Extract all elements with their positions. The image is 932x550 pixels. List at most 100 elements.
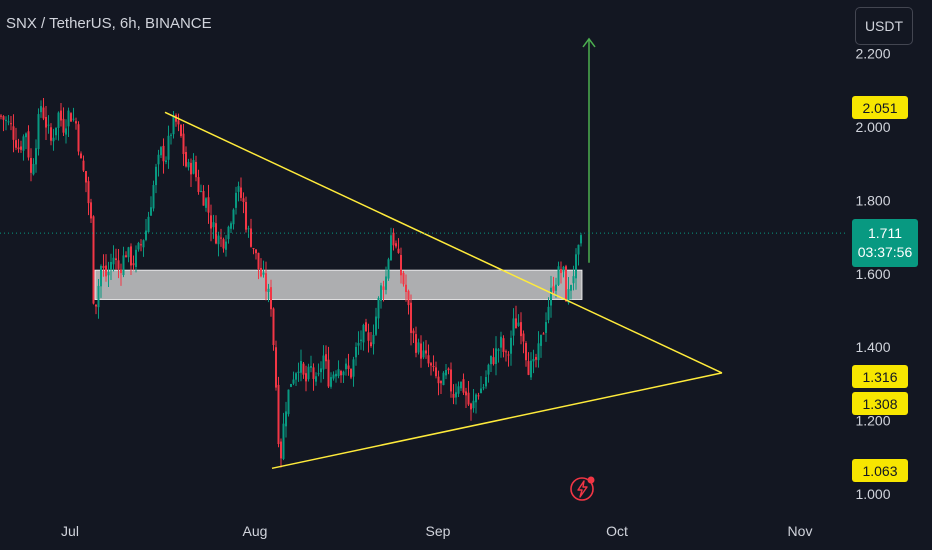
candle-body	[20, 146, 22, 150]
candle-body	[160, 147, 162, 156]
candle-body	[515, 318, 517, 329]
symbol-title: SNX / TetherUS, 6h, BINANCE	[6, 15, 212, 32]
y-axis-ticks: 1.000 1.200 1.400 1.600 1.800 2.000 2.200	[855, 46, 890, 502]
x-tick-label: Jul	[61, 523, 79, 539]
candle-body	[570, 284, 572, 291]
candle-body	[475, 394, 477, 403]
candle-body	[147, 216, 150, 233]
candle-body	[432, 365, 435, 367]
candle-body	[340, 371, 342, 376]
candle-body	[415, 334, 417, 353]
candle-body	[392, 232, 395, 246]
candles	[0, 98, 582, 468]
candle-body	[267, 288, 270, 292]
candle-body	[277, 384, 280, 445]
candle-body	[532, 358, 535, 362]
x-tick-label: Oct	[606, 523, 628, 539]
candle-body	[560, 268, 562, 274]
candle-body	[125, 255, 127, 258]
candle-body	[510, 337, 512, 354]
candle-body	[550, 287, 552, 306]
candle-body	[272, 308, 275, 345]
candle-body	[312, 367, 315, 379]
candle-body	[172, 115, 175, 135]
candle-body	[527, 361, 530, 375]
candle-body	[55, 127, 57, 136]
candle-body	[85, 171, 87, 183]
candle-body	[385, 276, 387, 290]
candle-body	[177, 120, 180, 125]
candle-body	[5, 119, 7, 121]
candle-body	[402, 272, 405, 285]
candle-body	[492, 357, 495, 364]
candle-body	[522, 333, 525, 342]
trendlines	[164, 111, 723, 470]
candle-body	[285, 411, 287, 427]
candle-body	[280, 441, 282, 459]
candle-body	[247, 228, 250, 230]
candle-body	[490, 355, 492, 365]
candle-body	[542, 333, 545, 335]
y-tick-label: 2.000	[855, 119, 890, 135]
projection-arrow	[582, 37, 596, 263]
candle-body	[77, 124, 80, 152]
candle-body	[70, 113, 72, 122]
candle-body	[292, 379, 295, 384]
last-price-tag: 1.711 03:37:56	[852, 219, 918, 267]
candle-body	[195, 161, 197, 178]
candle-body	[377, 297, 380, 319]
candle-body	[425, 350, 427, 354]
candle-body	[262, 272, 265, 275]
target-price-tag: 2.051	[852, 96, 908, 119]
candle-body	[297, 371, 300, 373]
candle-body	[427, 355, 430, 364]
candle-body	[325, 354, 327, 362]
candle-body	[405, 284, 407, 292]
last-price-value: 1.711	[868, 225, 902, 241]
candle-body	[40, 106, 42, 113]
candle-body	[25, 133, 27, 138]
candle-body	[482, 387, 485, 389]
candle-body	[105, 265, 107, 277]
candle-body	[47, 124, 50, 126]
candle-body	[395, 243, 397, 247]
candle-body	[27, 131, 30, 158]
candle-body	[330, 377, 332, 387]
candle-body	[185, 152, 187, 167]
candle-body	[417, 342, 420, 353]
candle-body	[140, 244, 142, 246]
candle-body	[95, 304, 97, 307]
candle-body	[235, 192, 237, 208]
lightning-bolt-icon[interactable]	[569, 474, 597, 502]
candle-body	[345, 363, 347, 370]
candle-body	[460, 381, 462, 389]
candle-body	[502, 338, 505, 352]
candle-body	[362, 324, 365, 343]
candle-body	[245, 201, 247, 230]
candle-body	[90, 202, 92, 219]
currency-button[interactable]: USDT	[855, 7, 913, 45]
candle-body	[412, 330, 415, 334]
projection-arrowhead	[582, 37, 596, 48]
candle-body	[397, 248, 400, 253]
candle-body	[372, 334, 375, 345]
candle-body	[80, 153, 82, 159]
candle-body	[157, 154, 160, 165]
candle-body	[265, 273, 267, 292]
candle-body	[110, 261, 112, 270]
candle-body	[470, 403, 472, 410]
candle-body	[500, 336, 502, 348]
candle-body	[290, 384, 292, 387]
candle-body	[457, 386, 460, 394]
candle-body	[390, 235, 392, 261]
candle-body	[72, 118, 75, 120]
candle-body	[210, 215, 212, 229]
level-tag-upper: 1.316	[852, 365, 908, 388]
candle-body	[162, 145, 165, 162]
candle-body	[170, 134, 172, 136]
candle-body	[400, 255, 402, 276]
candle-body	[117, 260, 120, 269]
candle-body	[255, 249, 257, 254]
candle-body	[380, 285, 382, 301]
